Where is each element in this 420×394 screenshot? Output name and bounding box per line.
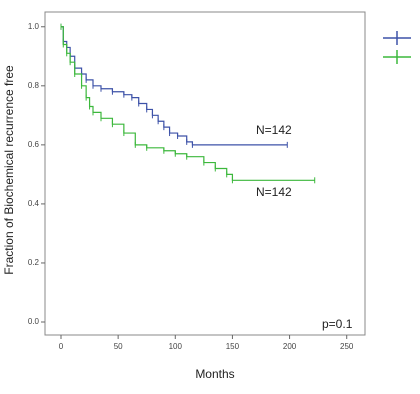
annotation: p=0.1	[322, 317, 353, 331]
x-tick-label: 150	[226, 342, 240, 351]
plot-frame	[44, 11, 366, 336]
x-tick-label: 250	[340, 342, 354, 351]
x-axis-label: Months	[195, 367, 234, 381]
x-tick-label: 50	[114, 342, 123, 351]
x-tick-label: 100	[169, 342, 183, 351]
y-tick-label: 0.2	[28, 258, 40, 267]
survival-line	[61, 26, 288, 146]
annotation: N=142	[256, 185, 292, 199]
y-tick-label: 0.6	[28, 140, 40, 149]
y-tick-label: 0.0	[28, 317, 40, 326]
annotation: N=142	[256, 123, 292, 137]
y-axis-label: Fraction of Biochemical recurrence free	[2, 65, 16, 275]
survival-line	[61, 26, 315, 181]
y-tick-label: 0.8	[28, 81, 40, 90]
x-tick-label: 200	[283, 342, 297, 351]
y-tick-label: 1.0	[28, 22, 40, 31]
x-tick-label: 0	[59, 342, 64, 351]
y-tick-label: 0.4	[28, 199, 40, 208]
